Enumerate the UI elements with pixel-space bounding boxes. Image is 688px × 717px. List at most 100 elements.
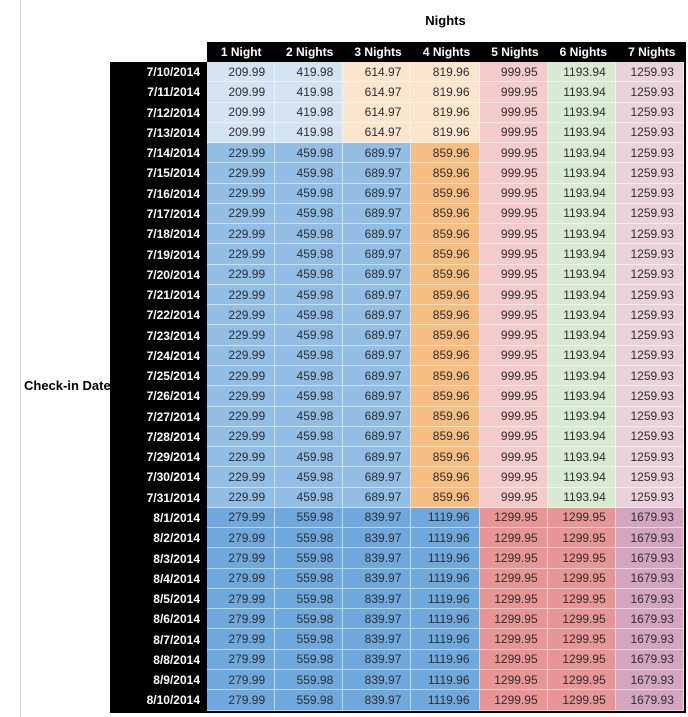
price-cell[interactable]: 209.99 — [207, 102, 276, 123]
price-cell[interactable]: 229.99 — [207, 224, 276, 245]
date-cell[interactable]: 7/25/2014 — [110, 365, 207, 387]
price-cell[interactable]: 279.99 — [207, 690, 276, 711]
price-cell[interactable]: 1259.93 — [615, 325, 684, 346]
price-cell[interactable]: 1299.95 — [479, 568, 548, 589]
price-cell[interactable]: 1259.93 — [615, 426, 684, 448]
price-cell[interactable]: 819.96 — [411, 62, 480, 83]
price-cell[interactable]: 999.95 — [479, 406, 548, 427]
price-cell[interactable]: 689.97 — [343, 264, 412, 285]
price-cell[interactable]: 459.98 — [275, 143, 344, 164]
price-cell[interactable]: 229.99 — [207, 365, 276, 387]
price-cell[interactable]: 1119.96 — [411, 588, 480, 610]
price-cell[interactable]: 459.98 — [275, 244, 344, 265]
price-cell[interactable]: 1679.93 — [615, 588, 684, 610]
column-header-cell[interactable]: 7 Nights — [628, 45, 676, 59]
price-cell[interactable]: 1679.93 — [615, 609, 684, 630]
price-cell[interactable]: 459.98 — [275, 305, 344, 326]
price-cell[interactable]: 999.95 — [479, 203, 548, 225]
price-cell[interactable]: 999.95 — [479, 143, 548, 164]
price-cell[interactable]: 1193.94 — [547, 305, 616, 326]
date-cell[interactable]: 7/10/2014 — [110, 62, 207, 83]
price-cell[interactable]: 1679.93 — [615, 528, 684, 549]
price-cell[interactable]: 1193.94 — [547, 284, 616, 306]
price-cell[interactable]: 689.97 — [343, 305, 412, 326]
price-cell[interactable]: 859.96 — [411, 305, 480, 326]
price-cell[interactable]: 279.99 — [207, 548, 276, 569]
price-cell[interactable]: 689.97 — [343, 183, 412, 204]
price-cell[interactable]: 999.95 — [479, 284, 548, 306]
date-cell[interactable]: 8/4/2014 — [110, 568, 207, 589]
price-cell[interactable]: 559.98 — [275, 669, 344, 691]
price-cell[interactable]: 279.99 — [207, 649, 276, 670]
price-cell[interactable]: 279.99 — [207, 609, 276, 630]
price-cell[interactable]: 1299.95 — [547, 568, 616, 589]
price-cell[interactable]: 559.98 — [275, 507, 344, 529]
price-cell[interactable]: 999.95 — [479, 264, 548, 285]
date-cell[interactable]: 7/18/2014 — [110, 224, 207, 245]
price-cell[interactable]: 419.98 — [275, 62, 344, 83]
price-cell[interactable]: 614.97 — [343, 62, 412, 83]
price-cell[interactable]: 459.98 — [275, 264, 344, 285]
price-cell[interactable]: 229.99 — [207, 345, 276, 366]
price-cell[interactable]: 1299.95 — [547, 528, 616, 549]
price-cell[interactable]: 229.99 — [207, 487, 276, 508]
price-cell[interactable]: 999.95 — [479, 386, 548, 407]
price-cell[interactable]: 839.97 — [343, 528, 412, 549]
price-cell[interactable]: 1679.93 — [615, 568, 684, 589]
price-cell[interactable]: 459.98 — [275, 406, 344, 427]
price-cell[interactable]: 279.99 — [207, 588, 276, 610]
price-cell[interactable]: 1119.96 — [411, 548, 480, 569]
price-cell[interactable]: 1299.95 — [547, 690, 616, 711]
date-cell[interactable]: 7/22/2014 — [110, 305, 207, 326]
price-cell[interactable]: 1193.94 — [547, 426, 616, 448]
price-cell[interactable]: 1299.95 — [479, 629, 548, 650]
price-cell[interactable]: 1259.93 — [615, 467, 684, 488]
price-cell[interactable]: 859.96 — [411, 487, 480, 508]
price-cell[interactable]: 1299.95 — [479, 690, 548, 711]
price-cell[interactable]: 1259.93 — [615, 345, 684, 366]
date-cell[interactable]: 8/7/2014 — [110, 629, 207, 650]
price-cell[interactable]: 229.99 — [207, 163, 276, 184]
date-cell[interactable]: 8/6/2014 — [110, 609, 207, 630]
price-cell[interactable]: 419.98 — [275, 122, 344, 144]
price-cell[interactable]: 689.97 — [343, 487, 412, 508]
price-cell[interactable]: 999.95 — [479, 426, 548, 448]
price-cell[interactable]: 1193.94 — [547, 406, 616, 427]
price-cell[interactable]: 559.98 — [275, 690, 344, 711]
price-cell[interactable]: 279.99 — [207, 507, 276, 529]
price-cell[interactable]: 459.98 — [275, 345, 344, 366]
date-cell[interactable]: 7/26/2014 — [110, 386, 207, 407]
price-cell[interactable]: 1259.93 — [615, 244, 684, 265]
price-cell[interactable]: 1259.93 — [615, 163, 684, 184]
price-cell[interactable]: 1193.94 — [547, 386, 616, 407]
column-header-cell[interactable]: 6 Nights — [559, 45, 608, 59]
price-cell[interactable]: 1259.93 — [615, 143, 684, 164]
price-cell[interactable]: 1299.95 — [547, 507, 616, 529]
price-cell[interactable]: 689.97 — [343, 426, 412, 448]
price-cell[interactable]: 999.95 — [479, 82, 548, 103]
price-cell[interactable]: 1259.93 — [615, 224, 684, 245]
date-cell[interactable]: 7/24/2014 — [110, 345, 207, 366]
price-cell[interactable]: 689.97 — [343, 244, 412, 265]
price-cell[interactable]: 1259.93 — [615, 122, 684, 144]
date-cell[interactable]: 7/21/2014 — [110, 284, 207, 306]
price-cell[interactable]: 1299.95 — [547, 588, 616, 610]
price-cell[interactable]: 859.96 — [411, 264, 480, 285]
price-cell[interactable]: 1299.95 — [479, 548, 548, 569]
price-cell[interactable]: 229.99 — [207, 325, 276, 346]
price-cell[interactable]: 1193.94 — [547, 345, 616, 366]
price-cell[interactable]: 1119.96 — [411, 568, 480, 589]
price-cell[interactable]: 859.96 — [411, 406, 480, 427]
price-cell[interactable]: 859.96 — [411, 426, 480, 448]
price-cell[interactable]: 1259.93 — [615, 183, 684, 204]
price-cell[interactable]: 1193.94 — [547, 62, 616, 83]
price-cell[interactable]: 689.97 — [343, 345, 412, 366]
price-cell[interactable]: 999.95 — [479, 305, 548, 326]
column-header-cell[interactable]: 3 Nights — [354, 45, 402, 59]
column-header-cell[interactable]: 5 Nights — [491, 45, 539, 59]
price-cell[interactable]: 689.97 — [343, 284, 412, 306]
price-cell[interactable]: 839.97 — [343, 588, 412, 610]
price-cell[interactable]: 1679.93 — [615, 548, 684, 569]
price-cell[interactable]: 459.98 — [275, 487, 344, 508]
date-cell[interactable]: 8/10/2014 — [110, 690, 207, 711]
